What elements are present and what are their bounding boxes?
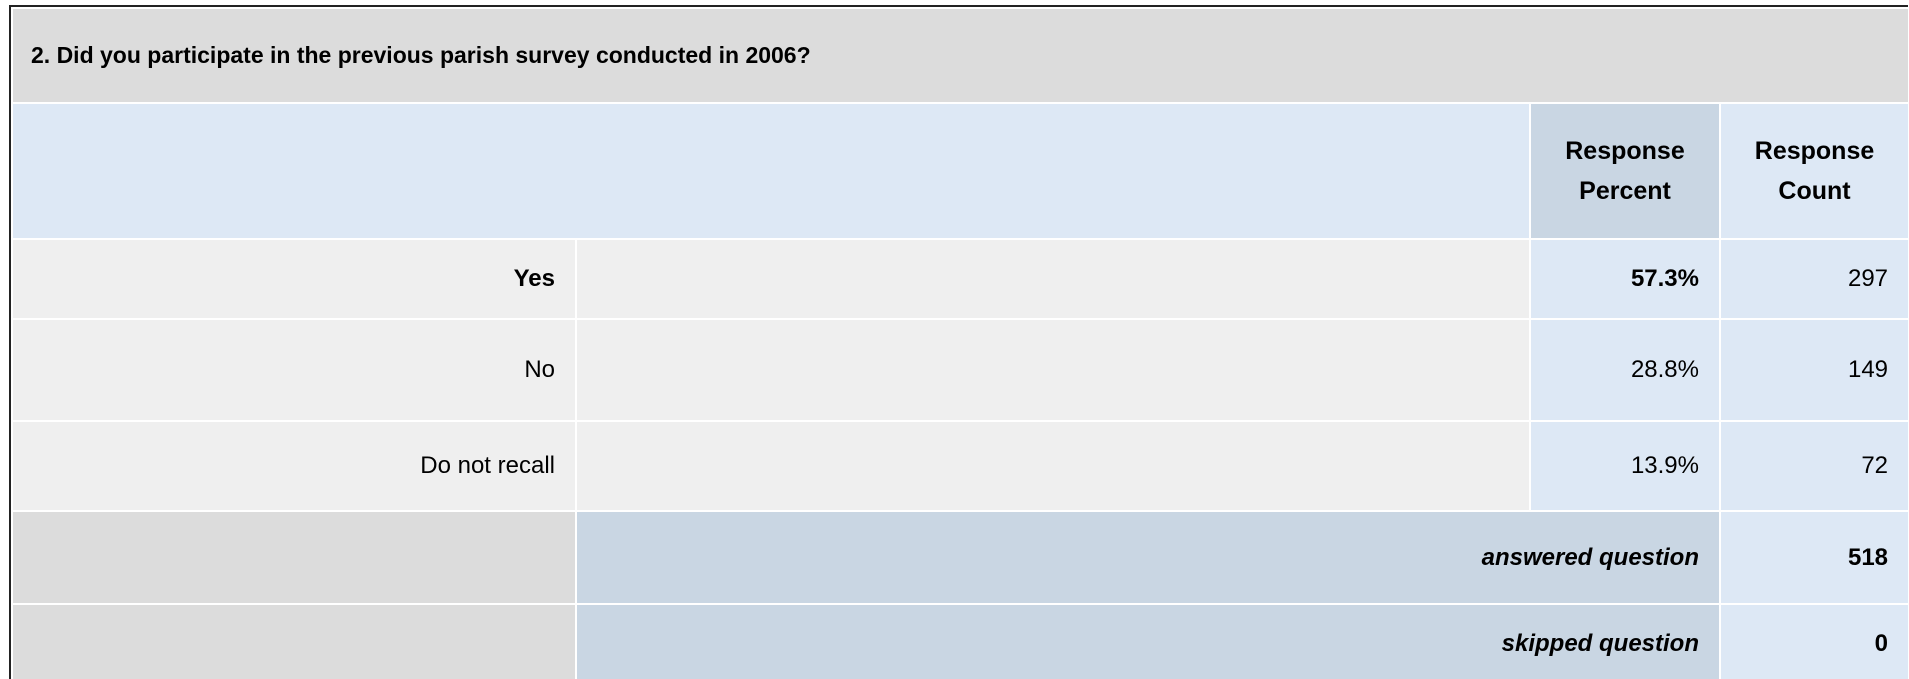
answer-row: Do not recall 13.9% 72 bbox=[11, 420, 1908, 512]
answer-label: Do not recall bbox=[11, 420, 577, 512]
header-count: Response Count bbox=[1718, 102, 1908, 240]
response-percent: 28.8% bbox=[1529, 318, 1721, 422]
summary-blank bbox=[11, 603, 577, 679]
summary-label: answered question bbox=[575, 510, 1721, 605]
summary-value: 518 bbox=[1718, 510, 1908, 605]
answer-row: Yes 57.3% 297 bbox=[11, 238, 1908, 320]
summary-row: answered question 518 bbox=[11, 510, 1908, 605]
bar-cell bbox=[575, 238, 1531, 320]
summary-row: skipped question 0 bbox=[11, 603, 1908, 679]
bar-cell bbox=[575, 318, 1531, 422]
title-row: 2. Did you participate in the previous p… bbox=[11, 7, 1908, 104]
response-count: 149 bbox=[1718, 318, 1908, 422]
response-count: 297 bbox=[1718, 238, 1908, 320]
header-blank bbox=[11, 102, 1531, 240]
answer-label: No bbox=[11, 318, 577, 422]
summary-label: skipped question bbox=[575, 603, 1721, 679]
response-percent: 57.3% bbox=[1529, 238, 1721, 320]
bar-cell bbox=[575, 420, 1531, 512]
header-percent: Response Percent bbox=[1529, 102, 1721, 240]
answer-row: No 28.8% 149 bbox=[11, 318, 1908, 422]
summary-value: 0 bbox=[1718, 603, 1908, 679]
response-count: 72 bbox=[1718, 420, 1908, 512]
question-title: 2. Did you participate in the previous p… bbox=[11, 7, 1908, 104]
summary-blank bbox=[11, 510, 577, 605]
answer-label: Yes bbox=[11, 238, 577, 320]
survey-table: 2. Did you participate in the previous p… bbox=[9, 5, 1908, 679]
results-table: 2. Did you participate in the previous p… bbox=[11, 7, 1908, 679]
header-row: Response Percent Response Count bbox=[11, 102, 1908, 240]
response-percent: 13.9% bbox=[1529, 420, 1721, 512]
